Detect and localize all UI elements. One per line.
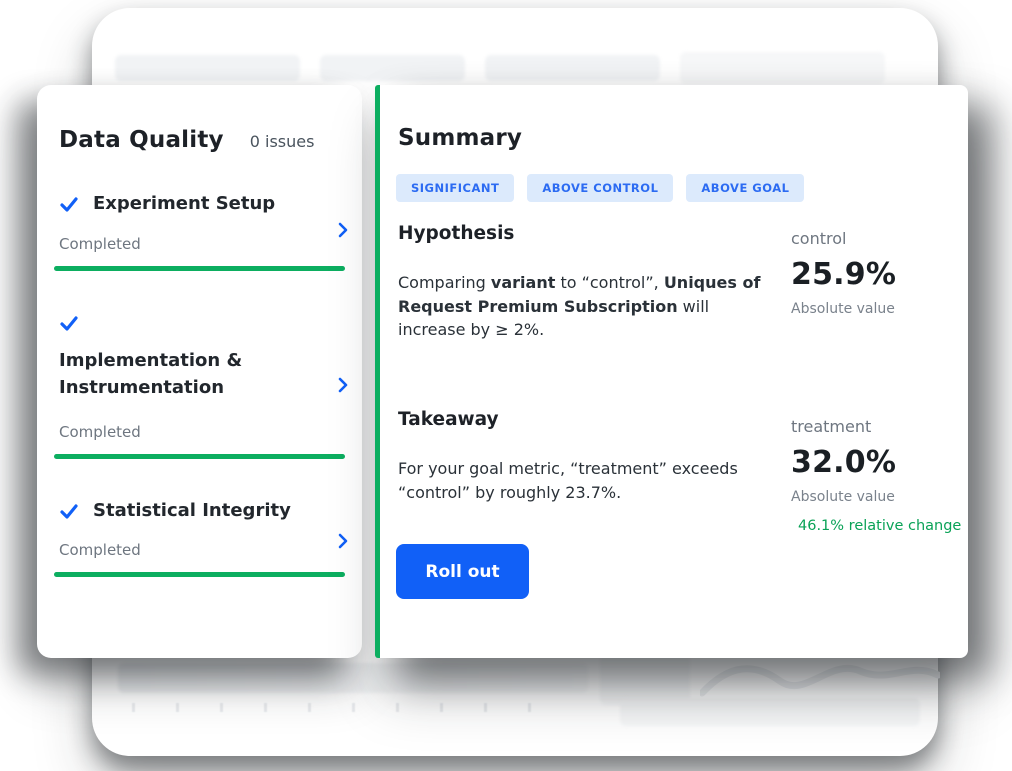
metric-caption: Absolute value <box>791 301 895 317</box>
chevron-right-icon[interactable] <box>338 533 348 549</box>
section-label: Experiment Setup <box>93 193 276 214</box>
progress-bar <box>54 454 345 459</box>
ghost-bar <box>118 663 588 693</box>
check-icon <box>60 196 78 212</box>
section-label: Implementation & Instrumentation <box>59 350 243 398</box>
metric-value: 25.9% <box>791 257 897 292</box>
check-icon <box>60 503 78 519</box>
ghost-text-block <box>115 55 300 81</box>
treatment-metric: treatment 32.0% Absolute value 46.1% rel… <box>791 417 961 534</box>
takeaway-title: Takeaway <box>398 409 499 430</box>
section-statistical-integrity[interactable]: Statistical Integrity Completed <box>54 497 348 577</box>
section-status: Completed <box>59 235 141 253</box>
hypothesis-text: Comparing variant to “control”, Uniques … <box>398 273 761 339</box>
metric-label: treatment <box>791 417 872 436</box>
badge-above-goal: ABOVE GOAL <box>686 174 805 202</box>
badge-significant: SIGNIFICANT <box>396 174 515 202</box>
takeaway-text: For your goal metric, “treatment” exceed… <box>398 459 738 502</box>
summary-card: Summary SIGNIFICANT ABOVE CONTROL ABOVE … <box>375 85 968 658</box>
relative-change-label: 46.1% relative change <box>798 518 962 534</box>
ghost-text-block <box>485 55 660 81</box>
progress-bar <box>54 266 345 271</box>
metric-caption: Absolute value <box>791 489 895 505</box>
hypothesis-title: Hypothesis <box>398 223 515 244</box>
check-icon <box>60 316 78 331</box>
section-label: Statistical Integrity <box>93 500 291 521</box>
relative-change: 46.1% relative change <box>791 518 961 534</box>
section-experiment-setup[interactable]: Experiment Setup Completed <box>54 190 348 271</box>
chevron-right-icon[interactable] <box>338 222 348 238</box>
ghost-chart-line <box>700 665 940 697</box>
status-badges: SIGNIFICANT ABOVE CONTROL ABOVE GOAL <box>396 174 805 202</box>
ghost-text-block <box>680 52 885 84</box>
data-quality-title: Data Quality <box>59 127 224 153</box>
metric-value: 32.0% <box>791 445 897 480</box>
chevron-right-icon[interactable] <box>338 377 348 393</box>
section-status: Completed <box>59 541 141 559</box>
issues-count: 0 issues <box>249 132 315 151</box>
data-quality-header: Data Quality 0 issues <box>59 127 314 153</box>
section-implementation-instrumentation[interactable]: Implementation & Instrumentation Complet… <box>54 313 348 459</box>
progress-bar <box>54 572 345 577</box>
roll-out-button[interactable]: Roll out <box>396 544 529 599</box>
control-metric: control 25.9% Absolute value <box>791 229 956 317</box>
ghost-bar <box>620 698 920 726</box>
summary-title: Summary <box>398 125 523 151</box>
data-quality-card: Data Quality 0 issues Experiment Setup C… <box>37 85 362 658</box>
badge-above-control: ABOVE CONTROL <box>527 174 674 202</box>
metric-label: control <box>791 229 847 248</box>
ghost-text-block <box>320 55 465 81</box>
ghost-number-block <box>600 650 690 705</box>
section-status: Completed <box>59 423 141 441</box>
